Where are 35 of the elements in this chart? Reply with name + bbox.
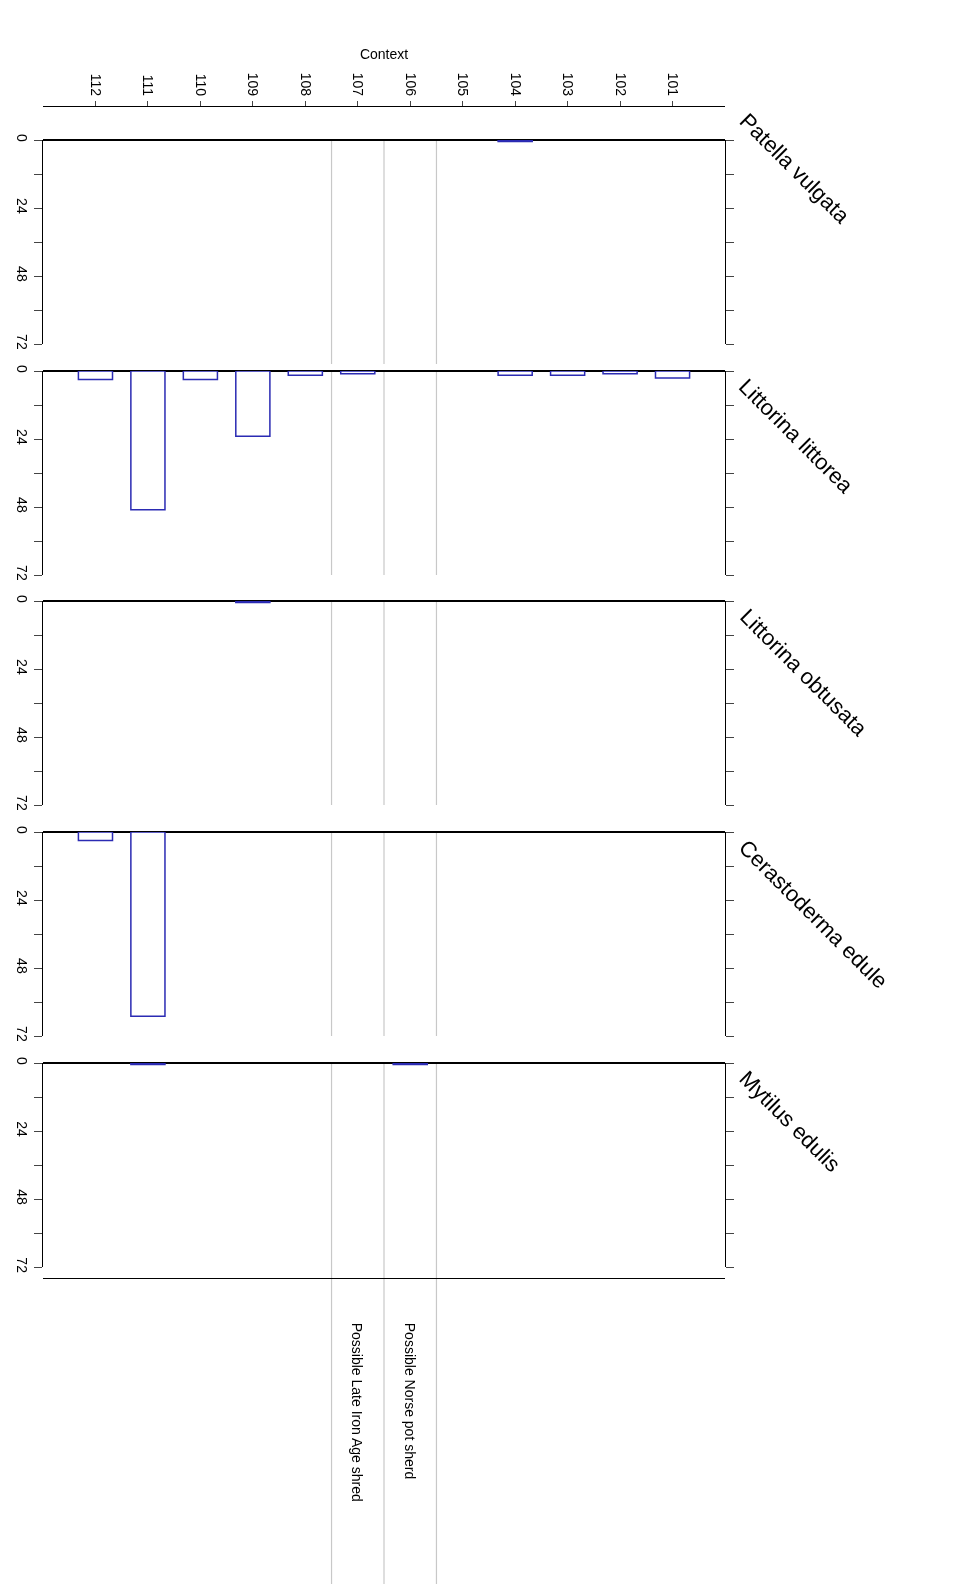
y-tick-label: 24	[14, 1120, 30, 1137]
x-tick-label: 104	[507, 72, 524, 97]
y-tick-label: 24	[14, 890, 30, 906]
x-tick-label: 110	[192, 73, 209, 97]
y-tick-label: 24	[14, 428, 30, 445]
y-tick-label: 0	[14, 1056, 30, 1065]
x-tick-label: 101	[664, 72, 681, 97]
y-tick-label: 0	[14, 364, 30, 373]
x-tick-label: 106	[402, 72, 419, 97]
y-tick-label: 0	[14, 134, 30, 142]
x-tick-label: 107	[350, 72, 367, 97]
x-tick-label: 112	[87, 73, 104, 97]
y-tick-label: 72	[14, 1026, 30, 1042]
text: Possible Late Iron Age shred	[349, 1322, 366, 1502]
y-tick-label: 0	[14, 826, 30, 835]
y-tick-label: 48	[14, 266, 30, 282]
x-tick-label: 102	[612, 72, 629, 97]
y-tick-label: 0	[14, 595, 30, 604]
y-tick-label: 48	[14, 496, 30, 513]
text: Possible Norse pot sherd	[402, 1322, 419, 1479]
y-tick-label: 24	[14, 198, 30, 214]
y-tick-label: 72	[14, 564, 30, 581]
y-tick-label: 72	[14, 334, 30, 350]
y-tick-label: 72	[14, 1257, 30, 1273]
y-tick-label: 48	[14, 727, 30, 744]
y-tick-label: 48	[14, 958, 30, 974]
x-tick-label: 109	[245, 72, 262, 97]
x-axis-title: Context	[359, 46, 409, 63]
x-tick-label: 108	[297, 72, 314, 97]
y-tick-label: 48	[14, 1189, 30, 1205]
y-tick-label: 72	[14, 795, 30, 812]
x-tick-label: 111	[140, 74, 157, 97]
y-tick-label: 24	[14, 659, 30, 676]
x-tick-label: 103	[560, 72, 577, 97]
x-tick-label: 105	[455, 72, 472, 97]
